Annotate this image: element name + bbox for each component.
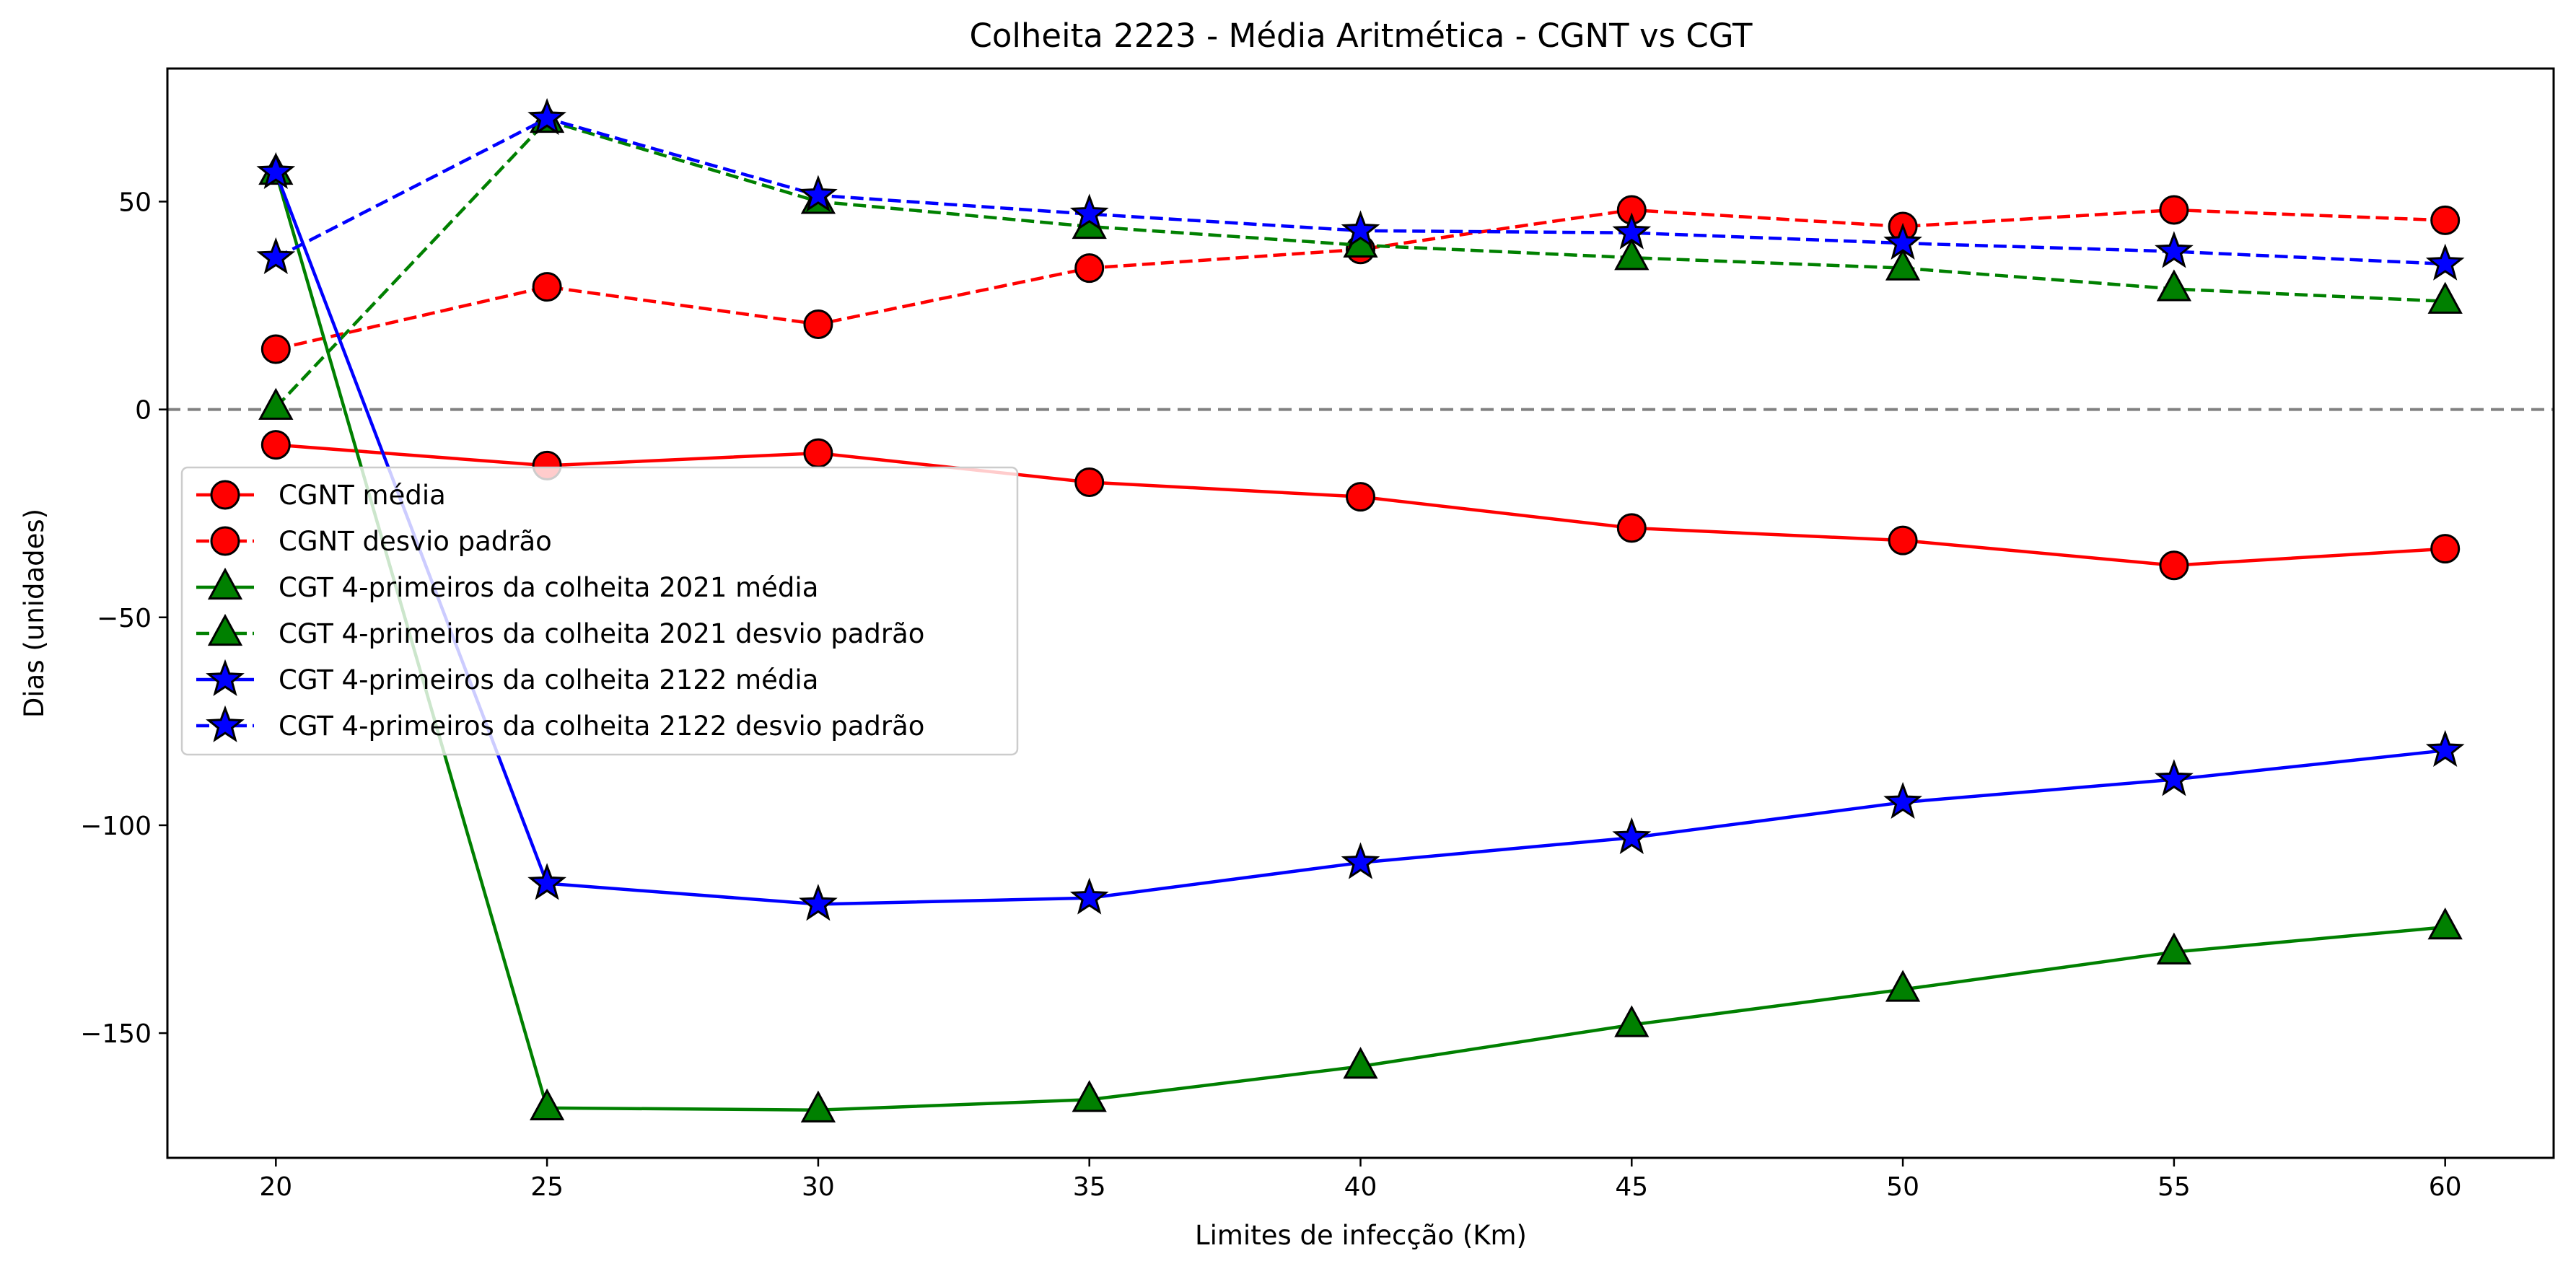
data-point	[260, 334, 291, 364]
legend-entry: CGT 4-primeiros da colheita 2122 média	[196, 659, 818, 696]
y-tick-label: −100	[80, 812, 152, 841]
data-point	[803, 309, 833, 339]
data-point	[2425, 729, 2465, 768]
plot-area	[166, 67, 2555, 1159]
y-tick-label: 50	[118, 188, 152, 217]
data-point	[2425, 243, 2465, 281]
data-point	[2156, 269, 2192, 302]
legend: CGNT média CGNT desvio padrão CGT 4-primei…	[180, 466, 1019, 756]
legend-marker	[207, 613, 243, 646]
legend-entry: CGT 4-primeiros da colheita 2021 média	[196, 567, 818, 603]
legend-entry: CGT 4-primeiros da colheita 2021 desvio …	[196, 613, 924, 649]
legend-marker	[206, 659, 245, 696]
legend-label: CGNT desvio padrão	[279, 526, 552, 557]
y-tick-label: 0	[135, 396, 152, 426]
legend-marker	[207, 567, 243, 600]
legend-label: CGT 4-primeiros da colheita 2122 desvio …	[279, 711, 924, 742]
legend-marker	[210, 526, 240, 556]
data-point	[1341, 842, 1380, 879]
data-point	[799, 884, 838, 921]
x-tick-label: 20	[259, 1172, 292, 1202]
legend-marker	[206, 705, 245, 742]
data-point	[803, 438, 833, 468]
data-point	[2159, 195, 2189, 225]
x-tick-label: 60	[2429, 1172, 2462, 1202]
data-point	[2427, 281, 2463, 314]
data-point	[1883, 222, 1922, 260]
data-point	[1614, 1005, 1650, 1037]
data-point	[1612, 817, 1652, 855]
data-point	[1885, 248, 1921, 281]
legend-label: CGT 4-primeiros da colheita 2122 média	[279, 664, 818, 695]
data-point	[1072, 1080, 1107, 1112]
data-point	[256, 151, 296, 189]
data-point	[799, 175, 838, 212]
data-point	[1069, 877, 1109, 915]
data-point	[2156, 932, 2192, 965]
series-6	[256, 97, 2465, 281]
data-point	[2430, 534, 2461, 564]
x-tick-label: 30	[802, 1172, 835, 1202]
data-point	[258, 387, 294, 420]
x-tick-label: 25	[530, 1172, 564, 1202]
data-point	[1616, 513, 1647, 543]
chart-title: Colheita 2223 - Média Aritmética - CGNT …	[969, 17, 1753, 55]
y-axis: −150 −100 −50 0 50	[80, 188, 167, 1049]
y-tick-label: −50	[97, 604, 152, 633]
legend-label: CGNT média	[279, 480, 446, 511]
legend-marker	[210, 480, 240, 510]
legend-label: CGT 4-primeiros da colheita 2021 desvio …	[279, 618, 924, 649]
data-point	[2155, 759, 2194, 796]
series-5	[256, 151, 2465, 921]
x-tick-label: 35	[1073, 1172, 1106, 1202]
data-point	[1069, 193, 1109, 231]
data-point	[1343, 1047, 1378, 1079]
x-tick-label: 40	[1344, 1172, 1377, 1202]
data-point	[1885, 970, 1921, 1002]
x-axis-label: Limites de infecção (Km)	[1195, 1220, 1527, 1251]
data-point	[529, 1088, 565, 1120]
legend-entry: CGNT desvio padrão	[196, 526, 552, 557]
x-tick-label: 50	[1886, 1172, 1919, 1202]
data-point	[2155, 231, 2194, 268]
data-point	[1346, 482, 1375, 512]
x-tick-label: 55	[2157, 1172, 2191, 1202]
data-point	[260, 430, 291, 460]
data-point	[527, 97, 566, 136]
legend-entry: CGT 4-primeiros da colheita 2122 desvio …	[196, 705, 924, 742]
data-point	[2159, 550, 2189, 581]
data-point	[527, 863, 566, 900]
y-axis-label: Dias (unidades)	[19, 509, 50, 718]
data-point	[1614, 238, 1650, 271]
data-point	[2427, 908, 2463, 940]
series-layer	[256, 97, 2465, 1123]
data-point	[256, 237, 296, 275]
data-point	[800, 1090, 836, 1123]
data-point	[1883, 781, 1922, 820]
legend-box	[180, 466, 1019, 756]
legend-entry: CGNT média	[196, 480, 446, 511]
data-point	[1341, 210, 1380, 247]
data-point	[2430, 205, 2461, 235]
y-tick-label: −150	[80, 1019, 152, 1049]
data-point	[1074, 253, 1105, 284]
x-tick-label: 45	[1615, 1172, 1648, 1202]
data-point	[1074, 467, 1105, 497]
data-point	[1612, 212, 1652, 250]
legend-label: CGT 4-primeiros da colheita 2021 média	[279, 572, 818, 603]
series-1	[260, 430, 2461, 581]
data-point	[532, 272, 562, 302]
x-axis: 20 25 30 35 40 45 50 55 60	[259, 1158, 2462, 1202]
data-point	[1888, 525, 1918, 555]
